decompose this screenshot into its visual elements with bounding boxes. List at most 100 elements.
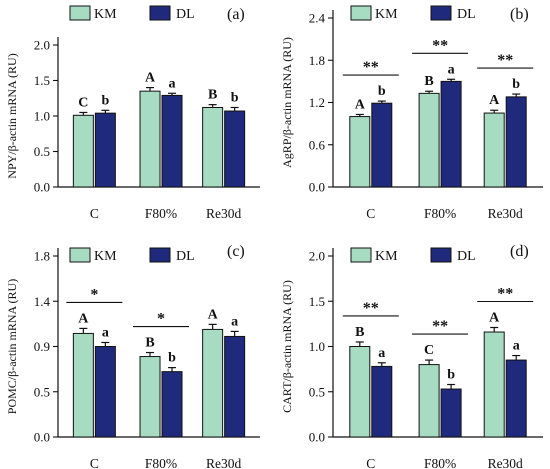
bar-dl (94, 112, 116, 188)
significance-letter: b (447, 368, 455, 383)
y-axis-title: AgRP/β-actin mRNA (RU) (280, 37, 294, 168)
panel-label: (a) (227, 6, 245, 23)
y-tick-label: 0.9 (34, 339, 50, 354)
y-tick-label: 1.4 (34, 294, 51, 309)
legend-swatch-km (350, 247, 372, 263)
chart-panel-1: 0.0 0.5 1.0 1.5 2.0 NPY/β-actin mRNA (RU) (a) K… (5, 5, 260, 221)
x-category-label: F80% (424, 206, 456, 221)
y-tick-label: 1.5 (309, 294, 325, 309)
y-tick-label: 1.8 (34, 249, 50, 264)
chart-panel-2: 0.0 0.6 1.2 1.8 2.4 AgRP/β-actin mRNA (RU) (b)… (280, 5, 543, 221)
chart-panel-3: 0.0 0.5 0.9 1.4 1.8 POMC/β-actin mRNA (RU) (c)… (5, 243, 260, 469)
panel-label: (d) (510, 243, 529, 260)
x-category-label: F80% (424, 456, 456, 469)
y-tick-label: 0.0 (309, 180, 325, 195)
x-category-label: Re30d (488, 206, 523, 221)
bar-km (418, 364, 440, 438)
significance-letter: A (145, 71, 156, 86)
significance-letter: C (424, 343, 434, 358)
x-category-label: C (366, 456, 375, 469)
significance-letter: B (424, 74, 433, 89)
chart-panel-4: 0.0 0.5 1.0 1.5 2.0 CART/β-actin mRNA (RU) (d)… (280, 243, 543, 469)
y-tick-label: 0.5 (34, 384, 50, 399)
bar-km (139, 356, 161, 438)
x-category-label: C (366, 206, 375, 221)
legend-label-km: KM (375, 7, 398, 22)
x-category-label: C (90, 456, 99, 469)
y-tick-label: 1.8 (309, 53, 325, 68)
bar-dl (440, 80, 462, 188)
bar-dl (371, 365, 393, 438)
legend-swatch-dl (430, 247, 452, 263)
y-tick-label: 1.0 (309, 339, 325, 354)
y-tick-label: 2.4 (309, 11, 326, 26)
significance-letter: B (355, 325, 364, 340)
significance-letter: a (513, 339, 520, 354)
legend-swatch-dl (430, 5, 452, 21)
x-category-label: Re30d (206, 456, 241, 469)
significance-letter: b (378, 84, 386, 99)
bar-dl (505, 359, 527, 438)
significance-letter: b (512, 77, 520, 92)
x-category-label: Re30d (206, 206, 241, 221)
significance-letter: A (355, 97, 366, 112)
significance-letter: b (168, 351, 176, 366)
legend-label-dl: DL (457, 7, 476, 22)
significance-letter: A (489, 93, 500, 108)
bar-dl (505, 96, 527, 188)
legend-swatch-km (69, 5, 91, 21)
significance-letter: a (102, 325, 109, 340)
bar-km (483, 331, 505, 438)
significance-stars: ** (363, 59, 379, 76)
legend-label-km: KM (375, 249, 398, 264)
significance-letter: B (145, 336, 154, 351)
y-tick-label: 0.0 (34, 180, 50, 195)
significance-letter: B (208, 88, 217, 103)
bar-dl (161, 371, 183, 438)
y-tick-label: 0.0 (309, 430, 325, 445)
bar-km (202, 328, 224, 438)
significance-letter: b (231, 90, 239, 105)
x-category-label: F80% (145, 206, 177, 221)
x-category-label: Re30d (488, 456, 523, 469)
y-tick-label: 1.5 (34, 73, 50, 88)
legend-swatch-km (350, 5, 372, 21)
legend-swatch-km (69, 247, 91, 263)
significance-letter: A (208, 307, 219, 322)
significance-stars: ** (497, 52, 513, 69)
y-tick-label: 0.5 (309, 384, 325, 399)
significance-stars: * (157, 311, 165, 328)
legend-label-km: KM (94, 249, 117, 264)
significance-letter: a (231, 314, 238, 329)
significance-letter: A (78, 311, 89, 326)
legend-swatch-dl (149, 5, 171, 21)
significance-stars: ** (432, 318, 448, 335)
bar-km (139, 90, 161, 188)
x-category-label: C (90, 206, 99, 221)
bar-km (349, 116, 371, 188)
significance-letter: b (101, 93, 109, 108)
y-tick-label: 1.0 (34, 109, 50, 124)
legend-swatch-dl (149, 247, 171, 263)
significance-stars: ** (497, 285, 513, 302)
x-category-label: F80% (145, 456, 177, 469)
bar-dl (371, 102, 393, 188)
bar-km (202, 106, 224, 188)
bar-dl (224, 110, 246, 188)
panel-label: (b) (510, 6, 529, 23)
y-axis-title: CART/β-actin mRNA (RU) (280, 280, 294, 413)
bar-km (483, 112, 505, 188)
bar-dl (94, 346, 116, 438)
y-tick-label: 0.6 (309, 137, 326, 152)
y-tick-label: 0.0 (34, 430, 50, 445)
significance-letter: A (489, 310, 500, 325)
significance-letter: a (448, 62, 455, 77)
legend-label-dl: DL (176, 249, 195, 264)
legend-label-dl: DL (457, 249, 476, 264)
y-tick-label: 1.2 (309, 95, 325, 110)
bar-dl (161, 94, 183, 188)
significance-letter: a (378, 346, 385, 361)
bar-km (72, 114, 94, 188)
significance-stars: ** (432, 37, 448, 54)
